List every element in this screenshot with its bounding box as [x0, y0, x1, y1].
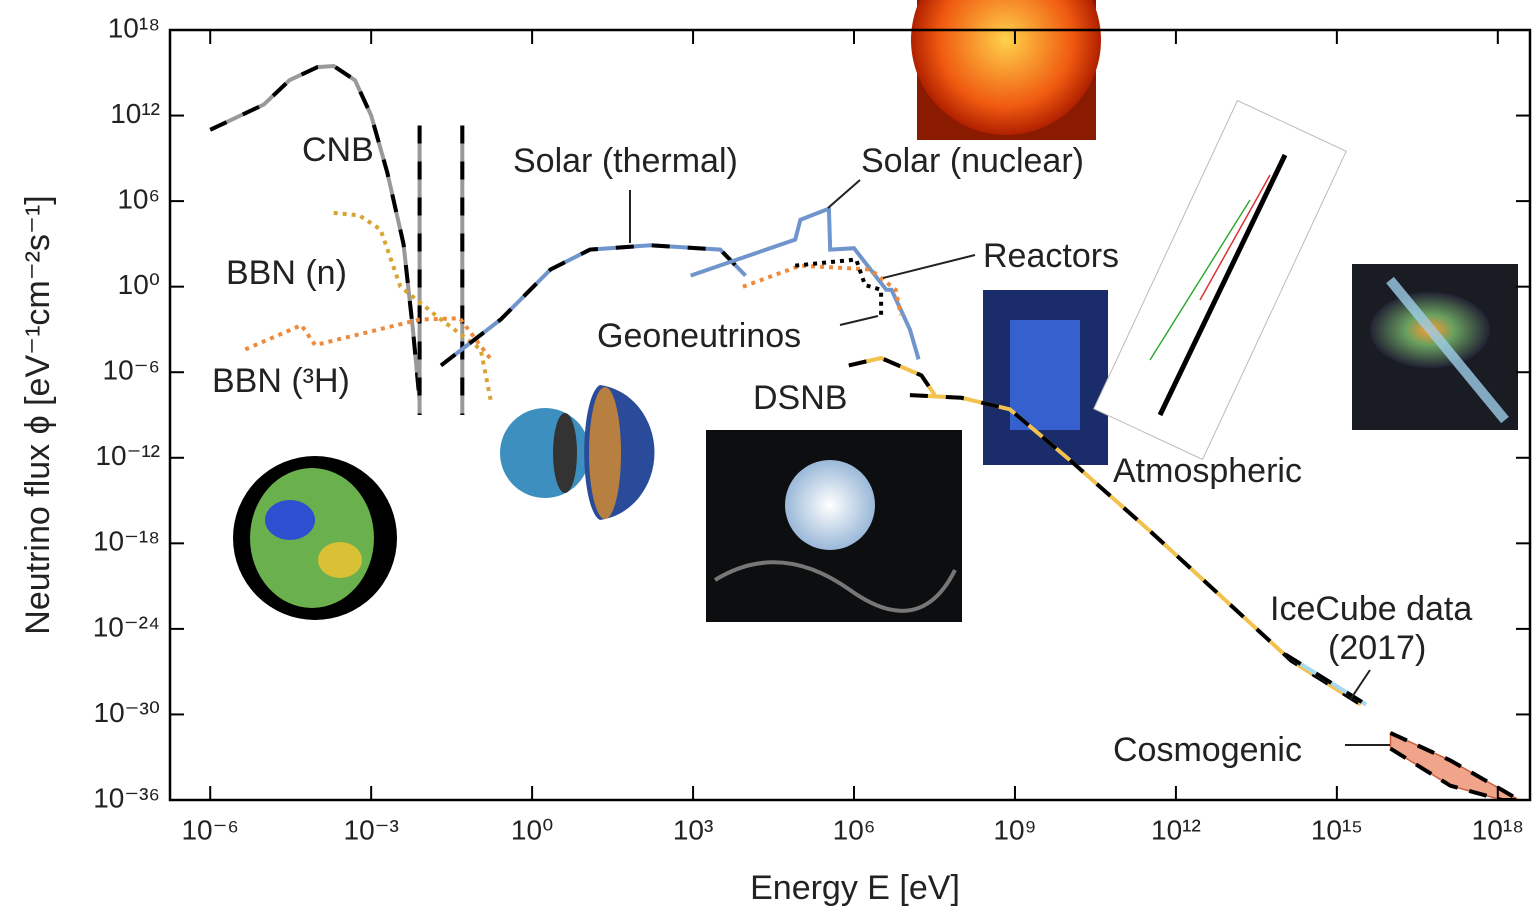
cmb-map [250, 468, 374, 608]
reactor-glow [1010, 320, 1080, 430]
debris [713, 560, 957, 613]
dash-overlay [848, 355, 937, 397]
leader-line [839, 315, 879, 326]
event-track [1199, 174, 1271, 301]
cmb-spot [318, 542, 362, 578]
x-tick-label: 10⁻⁶ [181, 814, 238, 845]
cmb-spot [265, 500, 315, 540]
annotation: CNB [302, 131, 374, 169]
dash-overlay [209, 63, 422, 401]
atmospheric-image [1093, 99, 1347, 461]
x-axis-label: Energy E [eV] [750, 869, 960, 907]
y-tick-label: 10⁶ [117, 184, 160, 215]
x-tick-label: 10⁻³ [344, 814, 399, 845]
annotation: Solar (nuclear) [861, 142, 1084, 180]
y-tick-label: 10⁻¹⁸ [93, 526, 160, 557]
flux-curve [689, 205, 921, 360]
annotation: Atmospheric [1113, 452, 1302, 490]
annotation: Cosmogenic [1113, 731, 1302, 769]
x-tick-label: 10¹⁵ [1311, 814, 1363, 845]
flux-curve [742, 263, 903, 316]
flux-curve [333, 210, 493, 402]
dash-overlay [909, 393, 1362, 707]
y-tick-label: 10⁻²⁴ [93, 611, 160, 642]
plot-frame [168, 28, 1532, 802]
band-edge [1389, 731, 1521, 800]
dash-overlay [439, 243, 747, 367]
x-tick-label: 10⁹ [993, 814, 1036, 845]
y-tick-label: 10⁻⁶ [103, 355, 160, 386]
band-edge [1389, 746, 1520, 800]
sun-disk [911, 0, 1101, 135]
event-frame [1093, 99, 1347, 461]
y-tick-label: 10¹² [110, 98, 160, 129]
annotation: Reactors [983, 237, 1119, 275]
leader-line [882, 254, 976, 279]
illustrations [233, 0, 1518, 622]
jet [1386, 276, 1509, 424]
x-tick-label: 10⁰ [511, 814, 553, 845]
x-tick-label: 10¹⁸ [1472, 814, 1524, 845]
annotation: DSNB [753, 379, 847, 417]
x-tick-label: 10³ [673, 814, 713, 845]
annotation: IceCube data [1270, 590, 1472, 628]
y-tick-label: 10⁻³⁶ [93, 782, 160, 813]
annotation: BBN (³H) [212, 362, 350, 400]
curves [209, 63, 1521, 800]
supernova [785, 460, 875, 550]
x-tick-label: 10¹² [1151, 814, 1201, 845]
annotation: (2017) [1328, 629, 1426, 667]
leader-line [827, 179, 861, 209]
y-tick-label: 10⁰ [118, 269, 160, 300]
annotation: Geoneutrinos [597, 317, 801, 355]
earth-mantle [589, 387, 621, 519]
event-track [1149, 199, 1251, 361]
y-tick-label: 10⁻¹² [95, 440, 160, 471]
x-tick-label: 10⁶ [833, 814, 876, 845]
y-axis-label: Neutrino flux ϕ [eV⁻¹cm⁻²s⁻¹] [19, 195, 57, 634]
annotation: Solar (thermal) [513, 142, 738, 180]
annotation: BBN (n) [226, 254, 347, 292]
event-track [1157, 153, 1288, 417]
leader-line [1349, 669, 1371, 701]
flux-curve [209, 63, 422, 401]
earth-core [553, 413, 577, 493]
y-tick-label: 10¹⁸ [108, 12, 160, 43]
y-tick-label: 10⁻³⁰ [94, 697, 160, 728]
